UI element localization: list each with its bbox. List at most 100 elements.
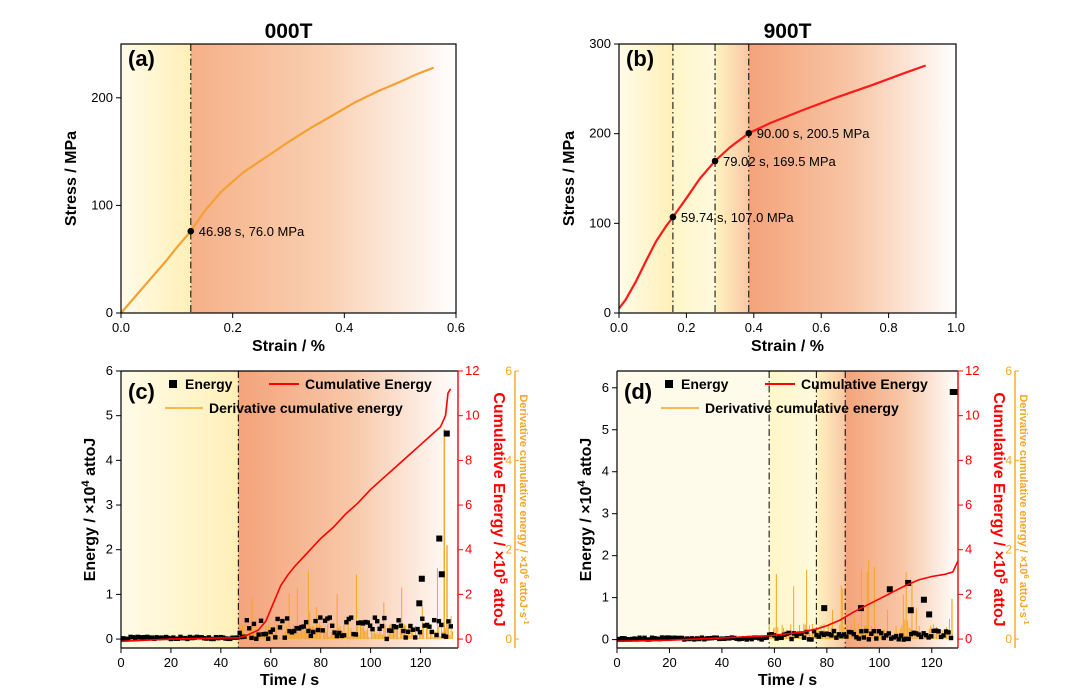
energy-point [448, 624, 453, 629]
panel-label: (b) [626, 46, 654, 71]
energy-point [308, 633, 314, 639]
energy-point [386, 628, 392, 633]
energy-point [372, 615, 378, 620]
energy-point [403, 635, 408, 640]
y-axis-label: Stress / MPa [63, 131, 80, 226]
energy-point [632, 636, 637, 641]
energy-point [398, 623, 404, 628]
legend-energy-marker [665, 380, 673, 388]
energy-point [163, 634, 169, 640]
y3-tick-label: 6 [505, 364, 512, 378]
energy-point [789, 636, 794, 642]
energy-point [796, 631, 802, 636]
legend-derivative-label: Derivative cumulative energy [209, 400, 403, 416]
energy-point [624, 637, 630, 642]
y-tick-label: 0 [604, 305, 611, 320]
energy-point [135, 634, 140, 640]
energy-point [429, 629, 434, 635]
energy-point [244, 618, 250, 623]
energy-point [926, 635, 931, 640]
y-tick-label: 2 [106, 542, 113, 557]
energy-point [130, 635, 136, 640]
energy-point [389, 628, 394, 633]
panel-label: (a) [128, 46, 155, 71]
energy-point [617, 636, 622, 642]
energy-point [717, 636, 722, 642]
energy-point [854, 635, 859, 640]
energy-point [933, 628, 939, 633]
legend-cumulative-label: Cumulative Energy [305, 376, 432, 392]
x-tick-label: 0.2 [677, 320, 695, 335]
y2-tick-label: 12 [965, 363, 979, 378]
energy-point [156, 636, 162, 641]
energy-point [941, 633, 946, 638]
energy-point [918, 634, 924, 640]
energy-point [861, 635, 867, 640]
panel-title: 000T [265, 20, 313, 43]
energy-point [161, 635, 167, 641]
energy-point [684, 636, 690, 641]
energy-point [634, 637, 640, 642]
energy-point [356, 620, 361, 626]
y-tick-label: 1 [602, 590, 609, 605]
energy-point [294, 625, 299, 631]
energy-outlier [952, 388, 959, 395]
energy-point [441, 633, 446, 638]
energy-point [420, 616, 425, 621]
energy-point [891, 635, 896, 640]
energy-outlier [443, 430, 450, 437]
y2-tick-label: 6 [465, 497, 472, 512]
energy-point [799, 631, 804, 636]
energy-point [171, 635, 176, 640]
energy-outlier [926, 611, 933, 618]
y2-axis-label: Cumulative Energy / ×105 attoJ [490, 392, 509, 626]
energy-point [225, 636, 231, 641]
x-tick-label: 1.0 [947, 320, 965, 335]
stress-strain-curve [618, 64, 927, 310]
energy-point [128, 634, 133, 640]
cumulative-energy-curve [120, 388, 452, 643]
energy-point [159, 635, 164, 640]
energy-point [296, 626, 302, 631]
energy-point [446, 619, 451, 624]
energy-point [346, 616, 351, 622]
energy-point [246, 626, 252, 631]
x-axis-label: Time / s [758, 672, 817, 689]
energy-point [948, 635, 954, 641]
energy-point [629, 636, 635, 642]
energy-point [351, 631, 356, 637]
energy-point [677, 635, 682, 641]
energy-point [263, 631, 268, 637]
energy-outlier [821, 605, 828, 612]
region-4 [748, 44, 956, 313]
energy-point [911, 630, 916, 636]
energy-point [123, 636, 129, 642]
y-axis-label: Energy / ×104 attoJ [576, 438, 595, 582]
x-tick-label: 0.4 [745, 320, 763, 335]
energy-point [886, 631, 891, 636]
y2-tick-label: 2 [465, 586, 472, 601]
x-tick-label: 100 [868, 655, 890, 670]
energy-point [431, 617, 437, 623]
x-tick-label: 0.6 [447, 320, 465, 335]
x-axis-label: Time / s [260, 672, 319, 689]
energy-point [209, 636, 214, 642]
y2-tick-label: 10 [965, 408, 979, 423]
energy-point [268, 629, 273, 635]
energy-outlier [905, 579, 912, 586]
energy-point [154, 635, 159, 640]
energy-point [769, 632, 774, 637]
region-1 [619, 44, 673, 313]
energy-point [299, 624, 304, 630]
energy-point [829, 633, 834, 638]
y-tick-label: 0 [106, 305, 113, 320]
energy-point [652, 636, 657, 641]
energy-point [946, 630, 951, 635]
energy-point [916, 632, 921, 637]
x-tick-label: 0.0 [610, 320, 628, 335]
energy-point [669, 636, 675, 641]
x-tick-label: 0.2 [224, 320, 242, 335]
y2-tick-label: 6 [965, 497, 972, 512]
energy-point [903, 636, 909, 642]
energy-point [256, 632, 261, 637]
